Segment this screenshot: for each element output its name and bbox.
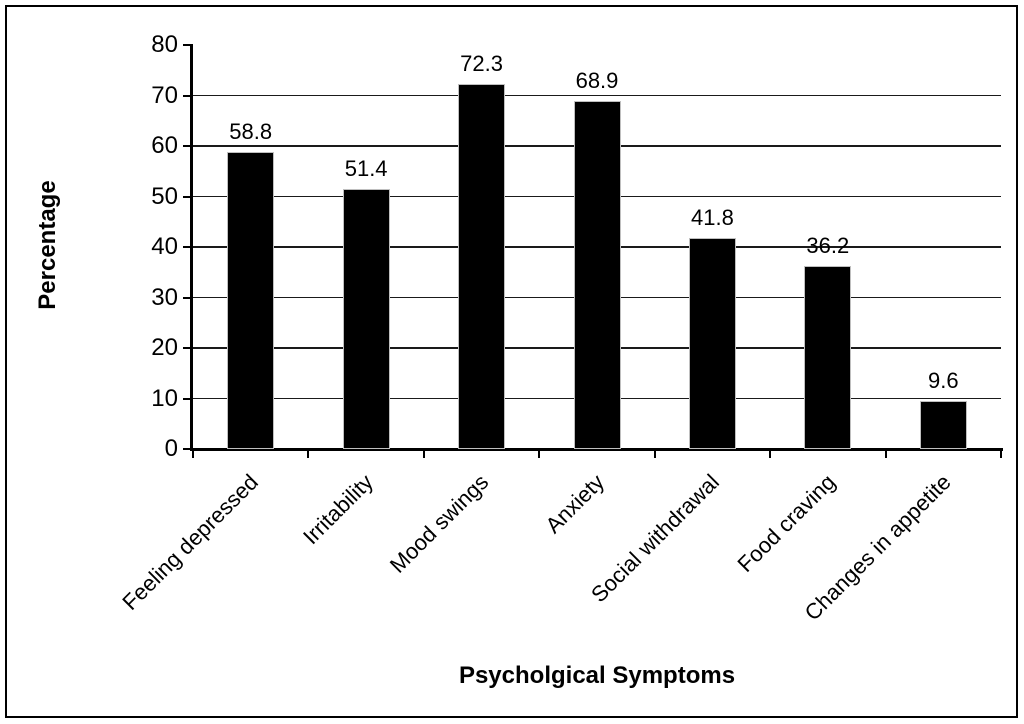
y-tick-label-0: 0 (164, 435, 178, 462)
bar-changes-in-appetite (919, 400, 967, 449)
bar-food-craving (804, 266, 852, 449)
bar-irritability (342, 189, 390, 449)
x-tick-3 (538, 449, 541, 458)
y-tick-30 (183, 296, 193, 299)
x-axis-title: Psycholgical Symptoms (458, 662, 736, 689)
x-category-label: Mood swings (385, 469, 494, 578)
y-tick-60 (183, 145, 193, 147)
x-category-label: Anxiety (540, 469, 609, 538)
bar-value-label: 51.4 (344, 156, 388, 182)
bar-social-withdrawal (688, 237, 736, 449)
y-tick-label-10: 10 (151, 384, 178, 412)
y-tick-0 (183, 448, 193, 450)
bar-value-label: 68.9 (575, 68, 619, 94)
y-tick-80 (183, 44, 193, 46)
y-tick-50 (183, 195, 193, 198)
x-tick-2 (422, 449, 425, 458)
bar-value-label: 41.8 (691, 204, 734, 230)
x-category-label: Social withdrawal (586, 469, 725, 608)
bar-mood-swings (458, 83, 506, 449)
y-axis-title: Percentage (34, 180, 61, 310)
bar-value-label: 72.3 (460, 50, 503, 76)
x-tick-6 (884, 449, 887, 458)
y-tick-label-60: 60 (151, 132, 178, 159)
y-tick-10 (183, 397, 193, 400)
x-tick-1 (307, 449, 310, 458)
y-tick-label-70: 70 (151, 81, 178, 109)
y-tick-label-20: 20 (151, 334, 178, 361)
bar-value-label: 9.6 (927, 367, 959, 393)
y-tick-label-80: 80 (151, 31, 178, 58)
y-tick-label-30: 30 (151, 283, 178, 311)
x-category-label: Irritability (298, 469, 379, 550)
y-tick-40 (183, 246, 193, 248)
y-tick-20 (183, 347, 193, 349)
bar-value-label: 36.2 (806, 233, 850, 259)
bar-value-label: 58.8 (229, 119, 273, 145)
x-category-label: Food craving (732, 469, 840, 577)
y-tick-label-40: 40 (151, 233, 178, 260)
x-tick-0 (192, 449, 194, 458)
x-axis-line (190, 447, 1003, 451)
x-tick-7 (1000, 449, 1002, 458)
y-tick-label-50: 50 (151, 182, 178, 210)
gridline-70 (193, 94, 1001, 97)
y-axis-line (190, 44, 193, 450)
y-tick-70 (183, 94, 193, 97)
bar-anxiety (573, 101, 621, 449)
x-category-label: Feeling depressed (117, 469, 263, 615)
bar-feeling-depressed (227, 152, 275, 449)
x-tick-5 (769, 449, 772, 458)
x-tick-4 (653, 449, 656, 458)
